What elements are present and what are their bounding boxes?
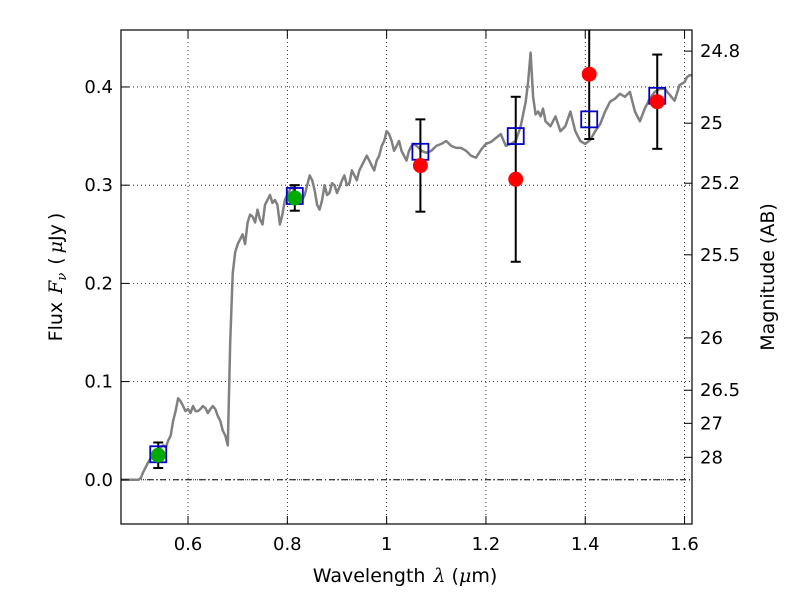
photometry-point — [150, 447, 166, 463]
magnitude-tick-label: 24.8 — [700, 41, 740, 62]
plot-frame — [120, 29, 693, 525]
photometry-point — [508, 171, 524, 187]
magnitude-tick-label: 27 — [700, 413, 723, 434]
magnitude-tick-label: 25.2 — [700, 173, 740, 194]
y-axis-label: FluxFν(μJy) — [45, 213, 70, 342]
magnitude-tick-label: 26.5 — [700, 380, 740, 401]
photometry-point — [649, 94, 665, 110]
photometry-point — [287, 190, 303, 206]
x-tick-label: 1.6 — [670, 534, 699, 555]
x-axis-label: Wavelength λ (μm) — [313, 565, 497, 587]
x-tick-label: 1.2 — [472, 534, 501, 555]
magnitude-tick-label: 25 — [700, 113, 723, 134]
model-flux-box — [580, 110, 599, 129]
x-tick-label: 0.6 — [174, 534, 203, 555]
grid-lines — [121, 30, 692, 524]
axis-ticks: 0.6 0.8 1 1.2 1.4 1.6 0.0 0.1 0.2 0.3 0.4 24.8 25 25.… — [84, 30, 740, 555]
x-tick-label: 1 — [381, 534, 392, 555]
y-tick-label: 0.3 — [84, 175, 113, 196]
magnitude-tick-label: 26 — [700, 328, 723, 349]
magnitude-axis-label: Magnitude (AB) — [757, 203, 779, 351]
model-spectrum-line — [121, 51, 692, 482]
magnitude-tick-label: 28 — [700, 447, 723, 468]
model-flux-box — [506, 127, 525, 145]
magnitude-tick-label: 25.5 — [700, 245, 740, 266]
y-tick-label: 0.4 — [84, 77, 113, 98]
photometry-point — [412, 158, 428, 174]
y-tick-label: 0.1 — [84, 372, 113, 393]
x-tick-label: 0.8 — [273, 534, 302, 555]
x-tick-label: 1.4 — [571, 534, 600, 555]
y-tick-label: 0.0 — [84, 470, 113, 491]
photometry-point — [581, 66, 597, 82]
photometry-points — [149, 30, 667, 470]
y-tick-label: 0.2 — [84, 273, 113, 294]
